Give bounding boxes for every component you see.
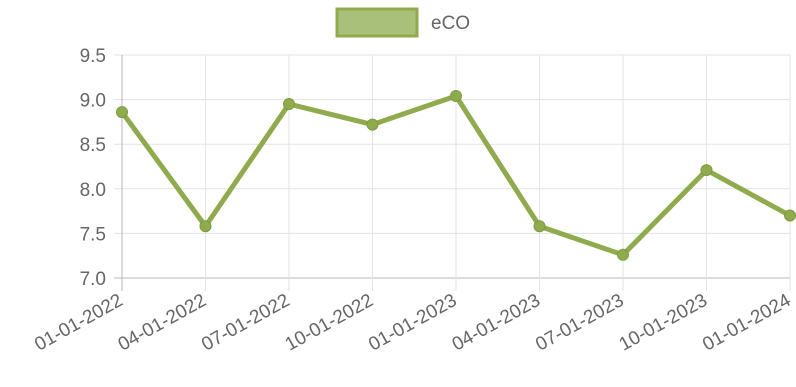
x-tick-label: 10-01-2022 — [282, 290, 377, 355]
data-point[interactable] — [283, 98, 295, 111]
data-point[interactable] — [784, 209, 796, 222]
x-tick-label: 01-01-2023 — [365, 290, 460, 355]
x-tick-label: 07-01-2022 — [198, 290, 293, 355]
legend[interactable]: eCO — [335, 7, 470, 38]
data-point[interactable] — [199, 220, 212, 233]
legend-swatch-eco[interactable] — [335, 7, 419, 38]
grid-lines — [114, 54, 791, 291]
data-point[interactable] — [450, 90, 462, 103]
x-tick-label: 01-01-2024 — [699, 290, 795, 356]
y-tick-label: 8.5 — [80, 135, 106, 156]
x-tick-label: 04-01-2022 — [115, 290, 210, 355]
y-tick-label: 8.0 — [80, 180, 106, 201]
x-tick-label: 01-01-2022 — [31, 290, 126, 355]
data-point[interactable] — [617, 248, 629, 261]
data-point[interactable] — [533, 220, 546, 233]
axes: 9.59.08.58.07.57.001-01-202204-01-202207… — [31, 46, 795, 355]
y-tick-label: 9.0 — [80, 91, 106, 112]
x-tick-label: 10-01-2023 — [616, 290, 711, 355]
data-point[interactable] — [116, 106, 128, 119]
data-point[interactable] — [700, 164, 713, 177]
x-tick-label: 07-01-2023 — [532, 290, 627, 355]
y-tick-label: 7.0 — [80, 269, 106, 290]
data-point[interactable] — [366, 118, 379, 131]
y-tick-label: 9.5 — [80, 46, 106, 67]
y-tick-label: 7.5 — [80, 224, 106, 245]
x-tick-label: 04-01-2023 — [449, 290, 544, 355]
legend-label-eco: eCO — [431, 13, 470, 34]
series-layer — [116, 90, 796, 261]
